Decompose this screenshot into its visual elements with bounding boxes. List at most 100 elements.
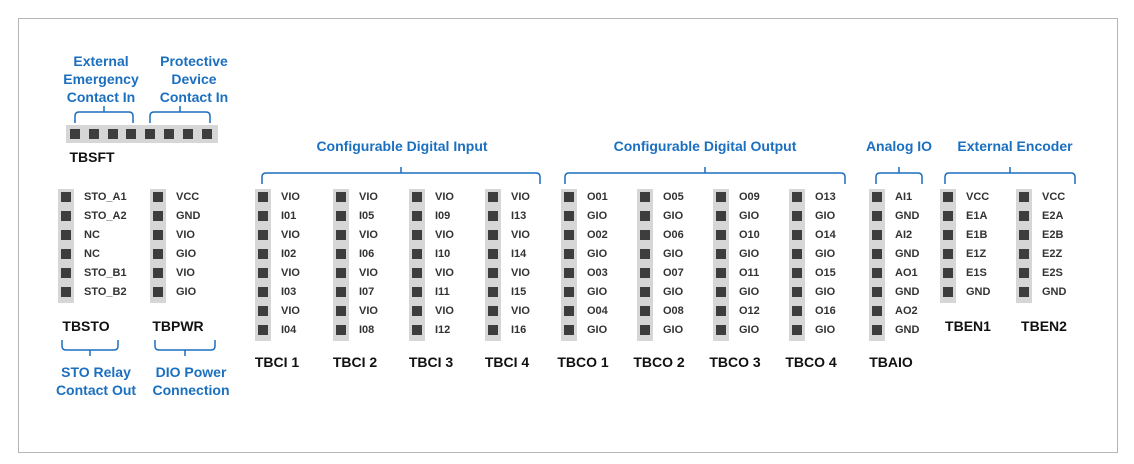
pin <box>201 129 212 139</box>
pin-label: NC <box>84 229 100 241</box>
pin-label: GIO <box>663 248 684 260</box>
pin-label: O05 <box>663 191 684 203</box>
bracket <box>74 106 134 123</box>
pin <box>336 211 346 221</box>
pin-label: GIO <box>739 210 760 222</box>
pin <box>564 306 574 316</box>
pin-label: GIO <box>815 248 836 260</box>
pin <box>943 287 953 297</box>
pin-label: I03 <box>281 286 297 298</box>
pin-label: VIO <box>511 191 530 203</box>
connector-name: TBPWR <box>152 318 204 334</box>
pin <box>336 230 346 240</box>
group-title-sto-relay: STO Relay Contact Out <box>55 364 137 398</box>
pin-label: GIO <box>587 248 608 260</box>
pin <box>258 249 268 259</box>
pin-label: GIO <box>587 324 608 336</box>
pin <box>258 268 268 278</box>
pin-label: AI1 <box>895 191 913 203</box>
pin <box>61 249 71 259</box>
pin-label: VIO <box>281 267 300 279</box>
pin-label: VIO <box>359 229 378 241</box>
pin-label: VIO <box>435 305 454 317</box>
pin <box>258 306 268 316</box>
tbsft-connector <box>66 125 218 143</box>
pin <box>943 230 953 240</box>
pin <box>564 211 574 221</box>
pin-label: VIO <box>359 305 378 317</box>
bracket <box>564 167 846 184</box>
pin <box>488 287 498 297</box>
pin-label: I01 <box>281 210 297 222</box>
pin-label: I16 <box>511 324 527 336</box>
pin <box>336 287 346 297</box>
pin-label: E1A <box>966 210 988 222</box>
pin <box>182 129 193 139</box>
pin-label: I04 <box>281 324 297 336</box>
connector-name: TBCI 1 <box>254 354 300 370</box>
connector-tbci1 <box>255 189 271 341</box>
pin-label: O02 <box>587 229 608 241</box>
pin <box>258 192 268 202</box>
pin-label: O12 <box>739 305 760 317</box>
pin <box>640 230 650 240</box>
connector-name: TBCI 2 <box>332 354 378 370</box>
connector-tbsto <box>58 189 74 303</box>
pin <box>872 230 882 240</box>
pin <box>792 211 802 221</box>
pin-label: O15 <box>815 267 836 279</box>
pin <box>412 287 422 297</box>
pin <box>564 287 574 297</box>
connector-tbco2 <box>637 189 653 341</box>
pin <box>153 287 163 297</box>
pin-label: GND <box>1042 286 1067 298</box>
pin <box>488 192 498 202</box>
pin <box>70 129 80 139</box>
pin <box>258 287 268 297</box>
pin-label: O13 <box>815 191 836 203</box>
pin <box>792 268 802 278</box>
pin-label: GIO <box>739 248 760 260</box>
pin <box>126 129 137 139</box>
connector-name: TBCI 4 <box>484 354 530 370</box>
pin <box>258 230 268 240</box>
connector-tbco1 <box>561 189 577 341</box>
connector-name: TBEN2 <box>1021 318 1067 334</box>
pin <box>412 249 422 259</box>
group-title-digital-output: Configurable Digital Output <box>613 138 797 154</box>
pin <box>716 192 726 202</box>
pin <box>1019 287 1029 297</box>
bracket <box>149 106 211 123</box>
pin-label: E1Z <box>966 248 987 260</box>
pin <box>564 268 574 278</box>
pin-label: VIO <box>176 267 195 279</box>
pin <box>412 268 422 278</box>
pin <box>792 325 802 335</box>
pin-label: VIO <box>511 267 530 279</box>
pin <box>61 287 71 297</box>
pin <box>412 192 422 202</box>
pin-label: GND <box>895 324 920 336</box>
pin-label: O11 <box>739 267 760 279</box>
pin-label: AI2 <box>895 229 913 241</box>
bracket <box>875 167 923 184</box>
pin <box>1019 249 1029 259</box>
pin <box>872 192 882 202</box>
pin <box>564 192 574 202</box>
pin <box>61 192 71 202</box>
pin-label: I02 <box>281 248 297 260</box>
connector-tben2 <box>1016 189 1032 303</box>
pin-label: I08 <box>359 324 375 336</box>
pin-label: VIO <box>359 267 378 279</box>
pin-label: AO1 <box>895 267 918 279</box>
pin-label: O03 <box>587 267 608 279</box>
pin-label: GIO <box>663 286 684 298</box>
pin-label: GIO <box>176 248 197 260</box>
pin <box>716 249 726 259</box>
pin-label: O07 <box>663 267 684 279</box>
pin <box>488 268 498 278</box>
pin <box>943 211 953 221</box>
pin <box>716 287 726 297</box>
group-title-analog: Analog IO <box>865 138 933 154</box>
pin <box>488 325 498 335</box>
